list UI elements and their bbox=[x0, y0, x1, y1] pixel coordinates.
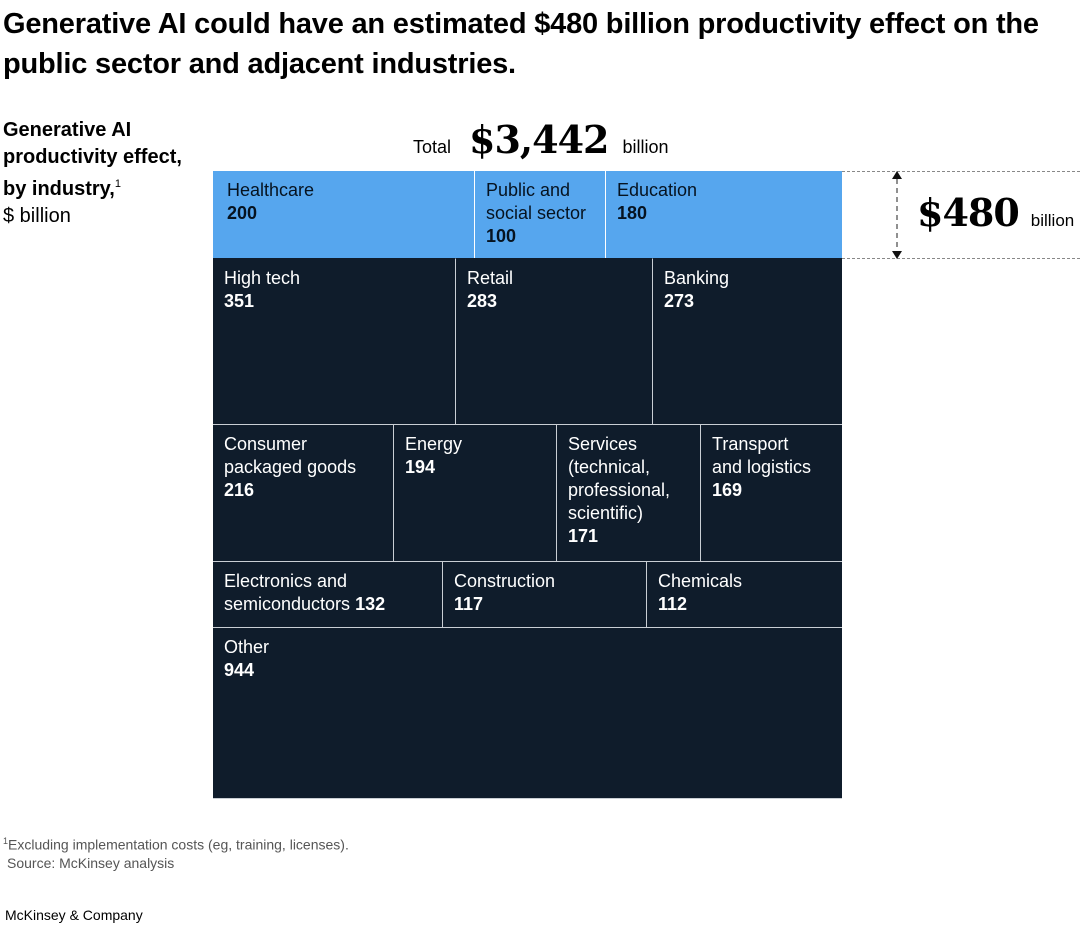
cell-label: Public and social sector bbox=[486, 180, 587, 223]
treemap-cell-transport-and-logistics: Transport and logistics 169 bbox=[701, 424, 842, 561]
cell-label: Electronics and semiconductors 132 bbox=[224, 571, 386, 614]
footnotes: 1Excluding implementation costs (eg, tra… bbox=[3, 832, 349, 872]
treemap-cell-electronics-and-semiconductors: Electronics and semiconductors 132 bbox=[213, 561, 443, 627]
measure-label-text: Generative AI productivity effect, by in… bbox=[3, 119, 182, 200]
double-arrow-icon bbox=[892, 171, 902, 259]
cell-value: 100 bbox=[486, 226, 517, 246]
treemap-cell-services-technical-professional-scientific: Services (technical, professional, scientif… bbox=[557, 424, 701, 561]
cell-value: 200 bbox=[227, 203, 258, 223]
cell-value: 132 bbox=[355, 594, 386, 614]
cell-label: Energy bbox=[405, 434, 463, 454]
cell-value: 944 bbox=[224, 660, 255, 680]
callout-label: $480 billion bbox=[917, 190, 1074, 235]
cell-value: 351 bbox=[224, 291, 255, 311]
footnote-marker-small: 1 bbox=[3, 836, 9, 846]
treemap-cell-consumer-packaged-goods: Consumer packaged goods 216 bbox=[213, 424, 394, 561]
cell-label: Education bbox=[617, 180, 698, 200]
callout-value: $480 bbox=[917, 190, 1020, 235]
treemap-cell-energy: Energy 194 bbox=[394, 424, 557, 561]
cell-value: 112 bbox=[658, 594, 688, 614]
cell-label: Chemicals bbox=[658, 571, 743, 591]
cell-label: Consumer packaged goods bbox=[224, 434, 357, 477]
cell-label: Construction bbox=[454, 571, 556, 591]
measure-label: Generative AI productivity effect, by in… bbox=[3, 117, 183, 230]
treemap-cell-banking: Banking 273 bbox=[653, 258, 842, 424]
total-label: Total $3,442 billion bbox=[413, 117, 669, 165]
treemap-cell-healthcare: Healthcare 200 bbox=[213, 171, 475, 258]
treemap-cell-retail: Retail 283 bbox=[456, 258, 653, 424]
cell-label: Transport and logistics bbox=[712, 434, 812, 477]
cell-value: 117 bbox=[454, 594, 484, 614]
total-caption: Total bbox=[413, 137, 452, 157]
cell-label: High tech bbox=[224, 268, 301, 288]
callout-dash-bottom bbox=[842, 258, 1080, 259]
cell-value: 273 bbox=[664, 291, 695, 311]
brand-logo-text: McKinsey & Company bbox=[5, 907, 143, 923]
chart-title: Generative AI could have an estimated $4… bbox=[3, 8, 1039, 80]
treemap-cell-chemicals: Chemicals 112 bbox=[647, 561, 842, 627]
cell-value: 169 bbox=[712, 480, 743, 500]
cell-label: Healthcare bbox=[227, 180, 315, 200]
source-text: Source: McKinsey analysis bbox=[7, 854, 175, 871]
treemap-cell-other: Other 944 bbox=[213, 627, 842, 799]
cell-label: Services (technical, professional, scientif… bbox=[568, 434, 671, 523]
callout-unit: billion bbox=[1030, 211, 1075, 230]
cell-label: Other bbox=[224, 637, 270, 657]
cell-value: 283 bbox=[467, 291, 498, 311]
total-unit: billion bbox=[622, 137, 669, 157]
callout-dash-top bbox=[842, 171, 1080, 172]
cell-value: 194 bbox=[405, 457, 436, 477]
treemap-cell-education: Education 180 bbox=[606, 171, 842, 258]
treemap-cell-construction: Construction 117 bbox=[443, 561, 647, 627]
treemap-cell-high-tech: High tech 351 bbox=[213, 258, 456, 424]
cell-value: 180 bbox=[617, 203, 648, 223]
unit-label: $ billion bbox=[3, 205, 71, 227]
treemap-cell-public-and-social-sector: Public and social sector 100 bbox=[475, 171, 606, 258]
cell-label: Retail bbox=[467, 268, 514, 288]
cell-label: Banking bbox=[664, 268, 730, 288]
footnote-marker: 1 bbox=[114, 178, 121, 190]
footnote-text: Excluding implementation costs (eg, trai… bbox=[8, 836, 349, 853]
total-value: $3,442 bbox=[469, 117, 609, 162]
cell-value: 216 bbox=[224, 480, 255, 500]
cell-value: 171 bbox=[568, 526, 599, 546]
